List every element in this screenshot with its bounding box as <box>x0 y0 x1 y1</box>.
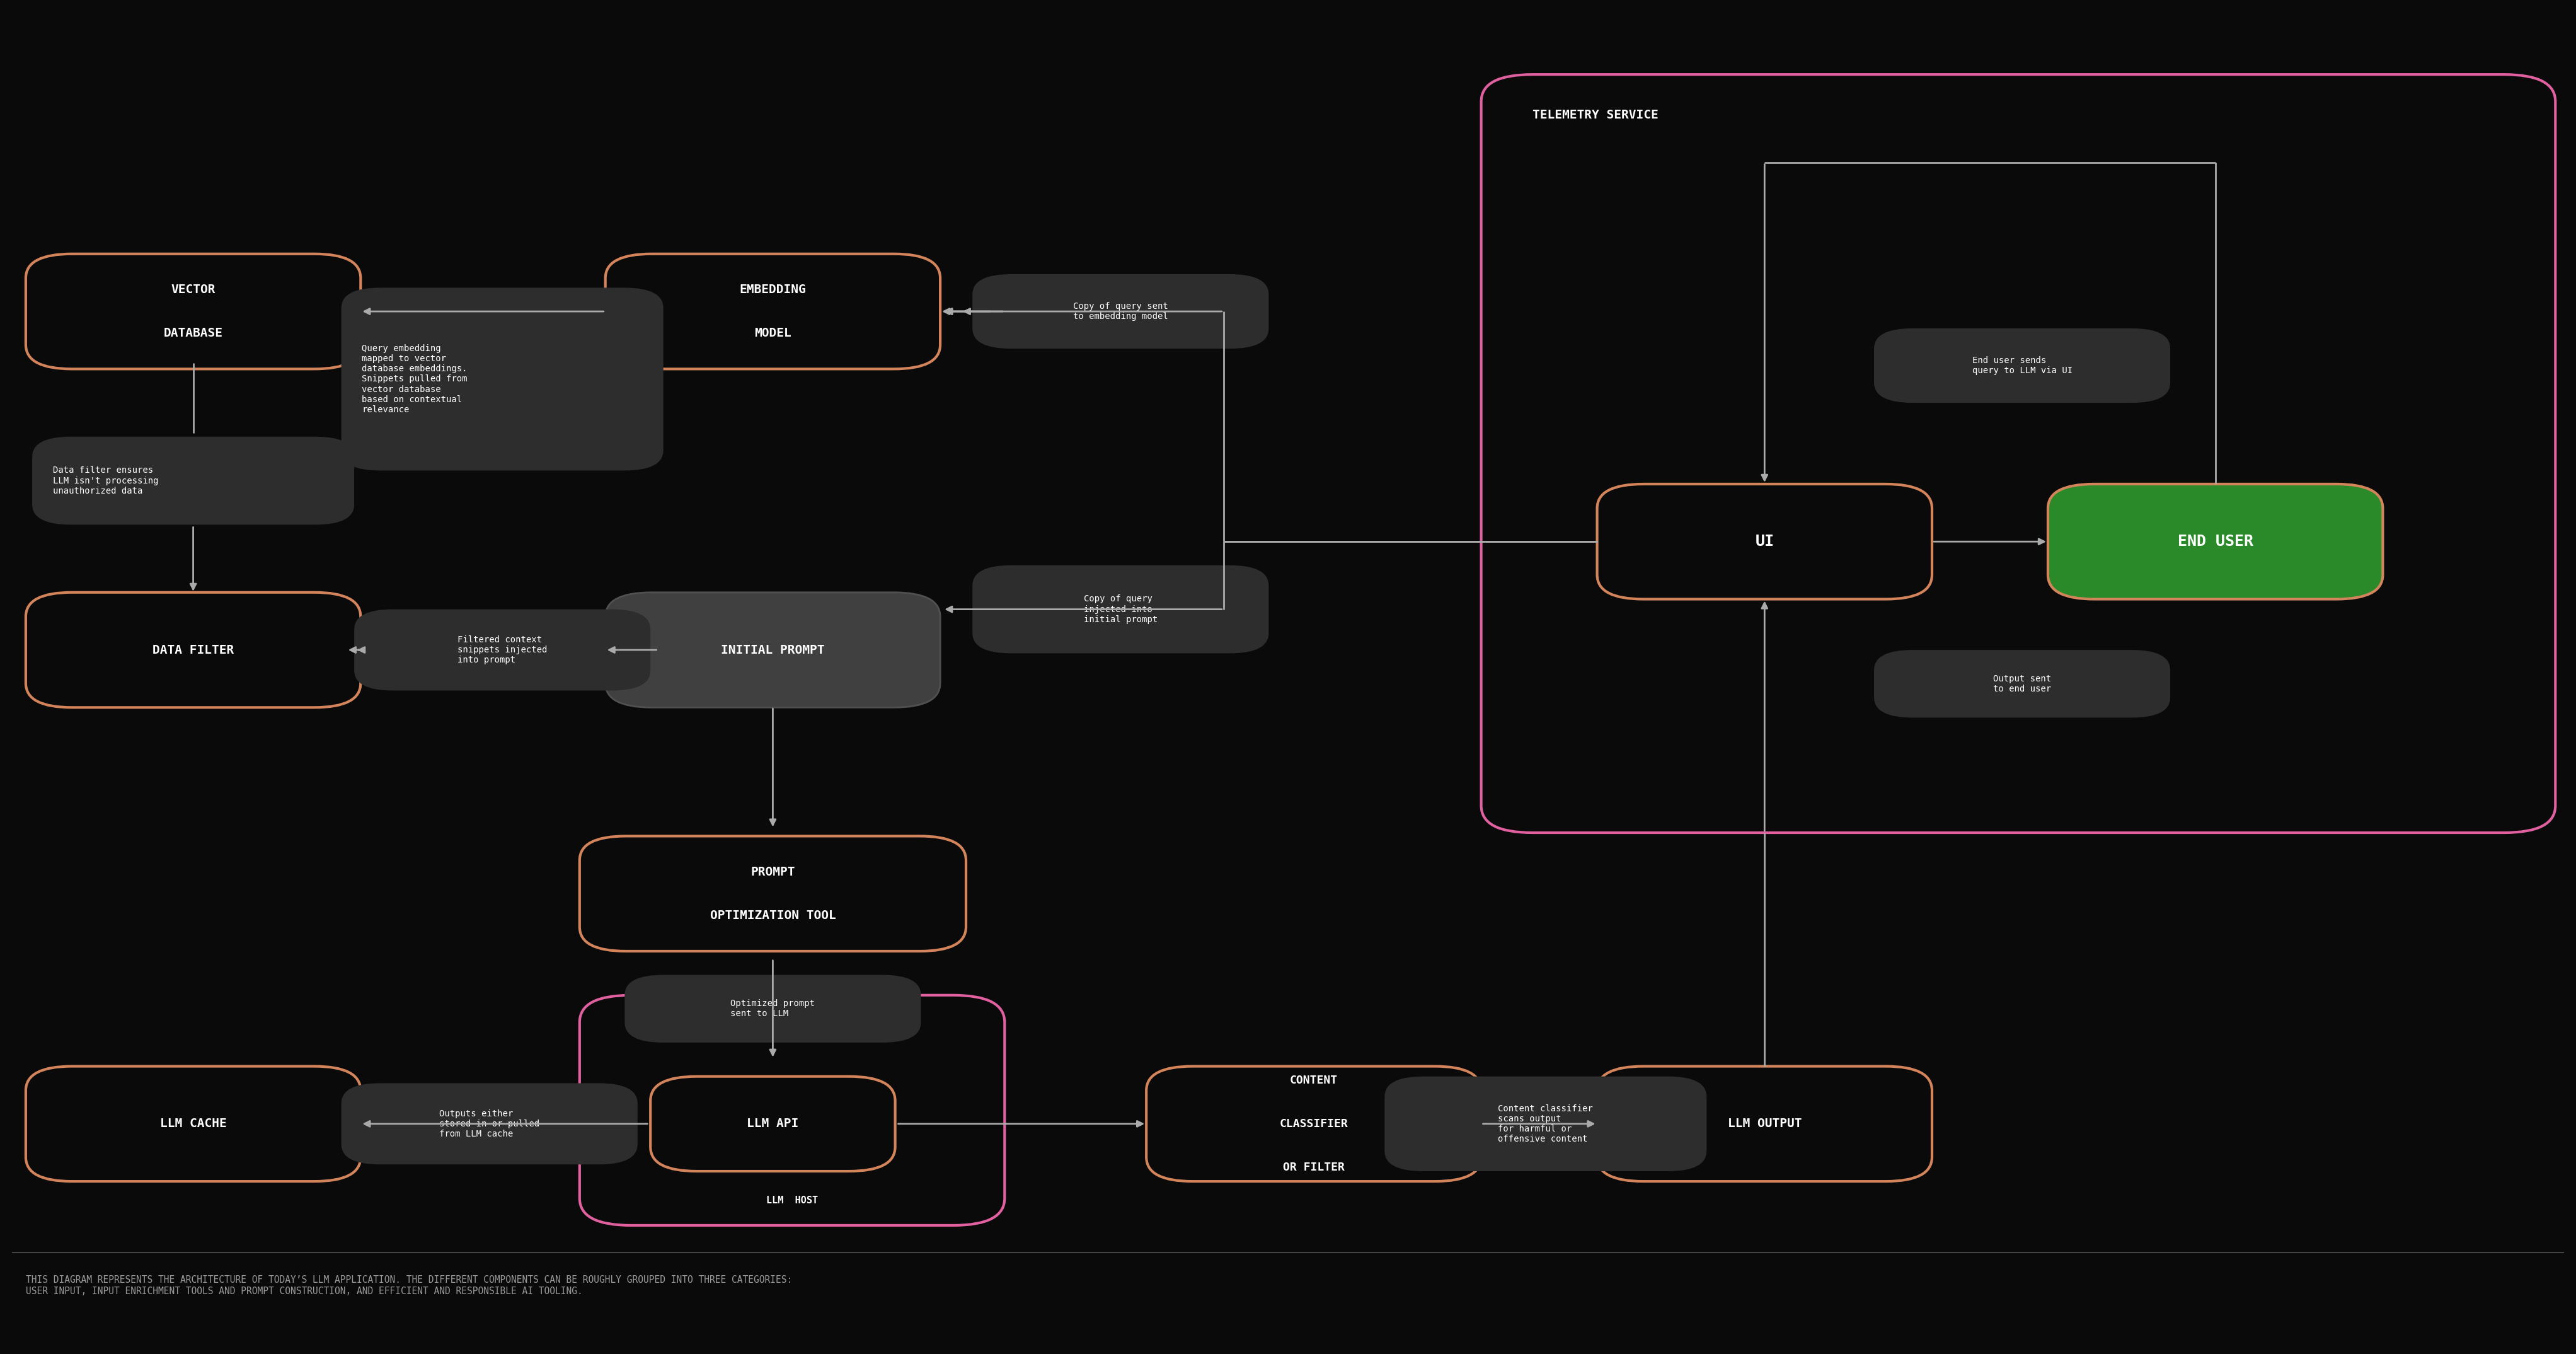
Text: Data filter ensures
LLM isn't processing
unauthorized data: Data filter ensures LLM isn't processing… <box>52 466 157 496</box>
Text: Copy of query sent
to embedding model: Copy of query sent to embedding model <box>1074 302 1167 321</box>
Text: DATA FILTER: DATA FILTER <box>152 645 234 655</box>
Text: LLM  HOST: LLM HOST <box>765 1196 819 1205</box>
Text: Content classifier
scans output
for harmful or
offensive content: Content classifier scans output for harm… <box>1499 1104 1592 1144</box>
FancyBboxPatch shape <box>2048 485 2383 598</box>
FancyBboxPatch shape <box>1597 1067 1932 1181</box>
Text: LLM API: LLM API <box>747 1118 799 1129</box>
Text: LLM CACHE: LLM CACHE <box>160 1118 227 1129</box>
FancyBboxPatch shape <box>974 566 1267 654</box>
FancyBboxPatch shape <box>31 436 355 524</box>
Text: Optimized prompt
sent to LLM: Optimized prompt sent to LLM <box>732 999 814 1018</box>
Text: Output sent
to end user: Output sent to end user <box>1994 674 2050 693</box>
Text: MODEL: MODEL <box>755 328 791 338</box>
Text: DATABASE: DATABASE <box>165 328 222 338</box>
Text: PROMPT: PROMPT <box>750 867 796 877</box>
FancyBboxPatch shape <box>1873 650 2169 718</box>
FancyBboxPatch shape <box>340 288 665 471</box>
Text: Query embedding
mapped to vector
database embeddings.
Snippets pulled from
vecto: Query embedding mapped to vector databas… <box>361 344 466 414</box>
Text: Filtered context
snippets injected
into prompt: Filtered context snippets injected into … <box>459 635 546 665</box>
FancyBboxPatch shape <box>26 255 361 368</box>
FancyBboxPatch shape <box>623 975 922 1043</box>
Text: INITIAL PROMPT: INITIAL PROMPT <box>721 645 824 655</box>
FancyBboxPatch shape <box>340 1083 639 1164</box>
FancyBboxPatch shape <box>1146 1067 1481 1181</box>
Text: CONTENT: CONTENT <box>1291 1075 1337 1086</box>
FancyBboxPatch shape <box>605 593 940 707</box>
Text: LLM OUTPUT: LLM OUTPUT <box>1728 1118 1801 1129</box>
FancyBboxPatch shape <box>1873 328 2169 403</box>
FancyBboxPatch shape <box>26 593 361 707</box>
Text: VECTOR: VECTOR <box>170 284 216 295</box>
Text: CLASSIFIER: CLASSIFIER <box>1280 1118 1347 1129</box>
Text: EMBEDDING: EMBEDDING <box>739 284 806 295</box>
Text: OPTIMIZATION TOOL: OPTIMIZATION TOOL <box>711 910 835 921</box>
FancyBboxPatch shape <box>580 835 966 951</box>
Text: OR FILTER: OR FILTER <box>1283 1162 1345 1173</box>
FancyBboxPatch shape <box>1597 485 1932 598</box>
Text: THIS DIAGRAM REPRESENTS THE ARCHITECTURE OF TODAY’S LLM APPLICATION. THE DIFFERE: THIS DIAGRAM REPRESENTS THE ARCHITECTURE… <box>26 1275 793 1296</box>
Text: TELEMETRY SERVICE: TELEMETRY SERVICE <box>1533 110 1659 121</box>
Text: END USER: END USER <box>2177 533 2254 550</box>
Text: Copy of query
injected into
initial prompt: Copy of query injected into initial prom… <box>1084 594 1157 624</box>
FancyBboxPatch shape <box>1386 1076 1705 1171</box>
FancyBboxPatch shape <box>605 255 940 368</box>
FancyBboxPatch shape <box>649 1076 896 1171</box>
Text: UI: UI <box>1754 533 1775 550</box>
FancyBboxPatch shape <box>26 1067 361 1181</box>
Text: End user sends
query to LLM via UI: End user sends query to LLM via UI <box>1973 356 2071 375</box>
Text: Outputs either
stored in or pulled
from LLM cache: Outputs either stored in or pulled from … <box>440 1109 538 1139</box>
FancyBboxPatch shape <box>355 609 649 691</box>
FancyBboxPatch shape <box>974 274 1267 348</box>
